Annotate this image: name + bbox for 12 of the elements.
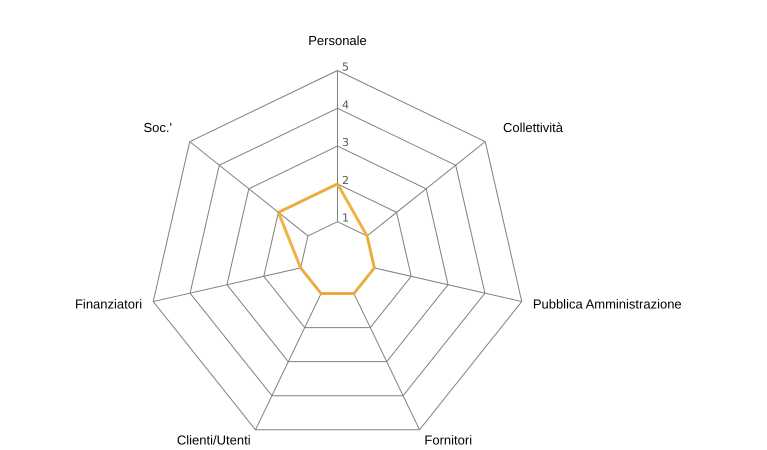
spoke-label: Finanziatori <box>74 296 142 312</box>
spoke-label: Clienti/Utenti <box>176 432 251 448</box>
spoke-label: Fornitori <box>424 432 472 448</box>
spoke-label: Collettività <box>503 120 564 136</box>
y-tick-label: 4 <box>342 98 350 112</box>
y-tick-label: 2 <box>342 174 350 187</box>
spoke-label: Soc.' <box>144 120 172 136</box>
y-tick-label: 3 <box>342 136 350 150</box>
y-tick-label: 5 <box>342 60 350 74</box>
spoke-label: Personale <box>308 32 367 48</box>
spoke-label: Pubblica Amministrazione <box>532 296 682 312</box>
y-tick-label: 1 <box>342 212 350 225</box>
